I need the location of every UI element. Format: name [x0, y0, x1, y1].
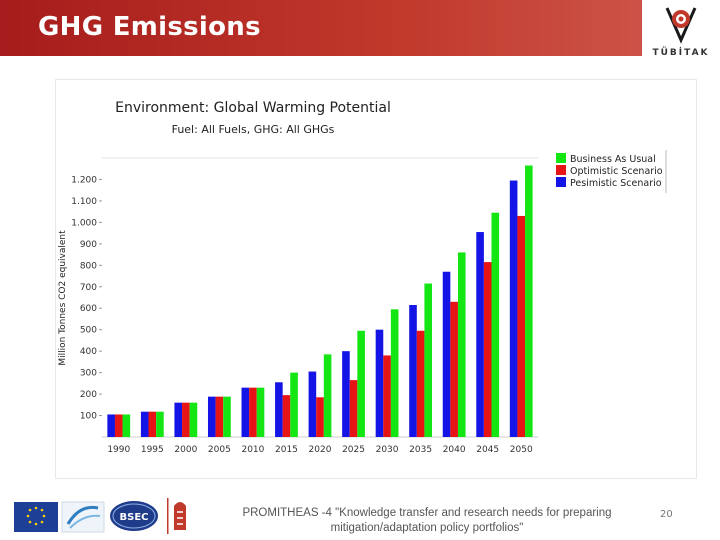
bars	[107, 165, 533, 437]
partner-logos: BSEC	[14, 498, 186, 534]
bar-business-as-usual-2020	[323, 354, 332, 437]
y-tick-label: 700	[80, 283, 97, 293]
bar-pesimistic-scenario-2035	[409, 305, 417, 437]
footer-caption-line2: mitigation/adaptation policy portfolios"	[330, 522, 524, 534]
x-axis-ticks: 1990 1995 2000 2005 2010 2015 2020 2025 2030 2035…	[107, 445, 533, 455]
legend-swatch	[556, 165, 566, 175]
bar-optimistic-scenario-2015	[282, 395, 291, 437]
y-tick-label: 400	[80, 347, 97, 357]
slide-header: GHG Emissions	[0, 0, 720, 56]
page-number: 20	[660, 509, 673, 520]
x-tick-label: 2030	[376, 445, 399, 455]
bar-pesimistic-scenario-1995	[140, 411, 149, 437]
bar-business-as-usual-2030	[390, 309, 399, 437]
x-tick-label: 2020	[309, 445, 332, 455]
x-tick-label: 2010	[241, 445, 264, 455]
bar-business-as-usual-1995	[156, 411, 164, 437]
chart-panel: Environment: Global Warming Potential Fu…	[56, 80, 696, 478]
legend-label: Business As Usual	[570, 154, 656, 165]
slide-title: GHG Emissions	[38, 12, 261, 42]
tubitak-logo: TÜBİTAK	[642, 0, 720, 70]
bar-pesimistic-scenario-1990	[107, 414, 115, 437]
bar-pesimistic-scenario-2025	[342, 351, 350, 437]
x-tick-label: 2000	[174, 445, 197, 455]
bar-optimistic-scenario-1995	[148, 411, 157, 437]
bar-business-as-usual-2040	[457, 252, 466, 437]
bar-optimistic-scenario-2050	[517, 215, 526, 437]
bar-pesimistic-scenario-2005	[207, 396, 216, 437]
bar-pesimistic-scenario-2000	[174, 402, 183, 437]
bar-business-as-usual-2035	[424, 283, 433, 437]
legend-swatch	[556, 153, 566, 163]
y-tick-label: 900	[80, 240, 97, 250]
bar-business-as-usual-2005	[223, 396, 231, 437]
bar-optimistic-scenario-2010	[249, 387, 257, 437]
x-tick-label: 2005	[208, 445, 231, 455]
y-tick-label: 1.200	[71, 175, 97, 185]
bar-pesimistic-scenario-2050	[509, 180, 518, 437]
bar-optimistic-scenario-2020	[316, 397, 324, 437]
y-tick-label: 800	[80, 261, 97, 271]
x-tick-label: 1995	[141, 445, 164, 455]
bar-business-as-usual-2015	[290, 372, 298, 437]
gridlines	[102, 157, 538, 438]
bar-business-as-usual-2045	[491, 212, 500, 437]
tubitak-seal-icon	[665, 7, 697, 44]
chart-subtitle: Fuel: All Fuels, GHG: All GHGs	[172, 123, 335, 136]
svg-text:BSEC: BSEC	[120, 512, 149, 523]
bar-business-as-usual-1990	[122, 414, 131, 437]
y-tick-label: 300	[80, 369, 97, 379]
x-tick-label: 2015	[275, 445, 298, 455]
bar-pesimistic-scenario-2010	[241, 387, 250, 437]
footer-caption: PROMITHEAS -4 "Knowledge transfer and re…	[222, 506, 632, 536]
y-tick-label: 600	[80, 304, 97, 314]
kepa-logo	[167, 498, 186, 534]
y-tick-label: 1.000	[71, 218, 97, 228]
bsec-logo: BSEC	[108, 499, 160, 533]
bar-business-as-usual-2025	[357, 330, 365, 437]
eu-flag-logo	[14, 502, 58, 532]
y-tick-label: 100	[80, 412, 97, 422]
footer-caption-line1: PROMITHEAS -4 "Knowledge transfer and re…	[242, 507, 612, 519]
tubitak-wordmark: TÜBİTAK	[652, 48, 710, 58]
bar-pesimistic-scenario-2040	[442, 271, 451, 437]
x-tick-label: 2045	[476, 445, 499, 455]
x-tick-label: 2035	[409, 445, 432, 455]
x-tick-label: 2040	[443, 445, 466, 455]
bar-business-as-usual-2010	[256, 387, 265, 437]
fp7-logo	[61, 501, 105, 533]
y-tick-label: 200	[80, 390, 97, 400]
y-tick-label: 500	[80, 326, 97, 336]
y-tick-label: 1.100	[71, 197, 97, 207]
x-tick-label: 2050	[510, 445, 533, 455]
x-tick-label: 2025	[342, 445, 365, 455]
x-tick-label: 1990	[107, 445, 130, 455]
bar-optimistic-scenario-2030	[383, 355, 391, 437]
ghg-bar-chart: Environment: Global Warming Potential Fu…	[58, 100, 667, 455]
bar-pesimistic-scenario-2045	[476, 232, 484, 437]
bar-pesimistic-scenario-2015	[275, 382, 283, 437]
bar-optimistic-scenario-2045	[483, 262, 492, 437]
bar-pesimistic-scenario-2030	[375, 329, 384, 437]
bar-optimistic-scenario-1990	[114, 414, 123, 437]
bar-optimistic-scenario-2005	[215, 396, 224, 437]
chart-title: Environment: Global Warming Potential	[115, 100, 391, 116]
bar-optimistic-scenario-2000	[182, 402, 190, 437]
y-axis-ticks: 100 200 300 400 500 600 700 800 900 1.000 1.100 1.2…	[71, 175, 102, 422]
legend-swatch	[556, 177, 566, 187]
y-axis-label: Million Tonnes CO2 equivalent	[58, 230, 68, 366]
legend-label: Optimistic Scenario	[570, 166, 663, 177]
bar-business-as-usual-2000	[189, 402, 198, 437]
bar-optimistic-scenario-2035	[416, 330, 425, 437]
bar-business-as-usual-2050	[525, 165, 533, 437]
bar-optimistic-scenario-2025	[349, 380, 358, 437]
bar-pesimistic-scenario-2020	[308, 371, 317, 437]
bar-optimistic-scenario-2040	[450, 301, 458, 437]
legend-label: Pesimistic Scenario	[570, 178, 662, 189]
